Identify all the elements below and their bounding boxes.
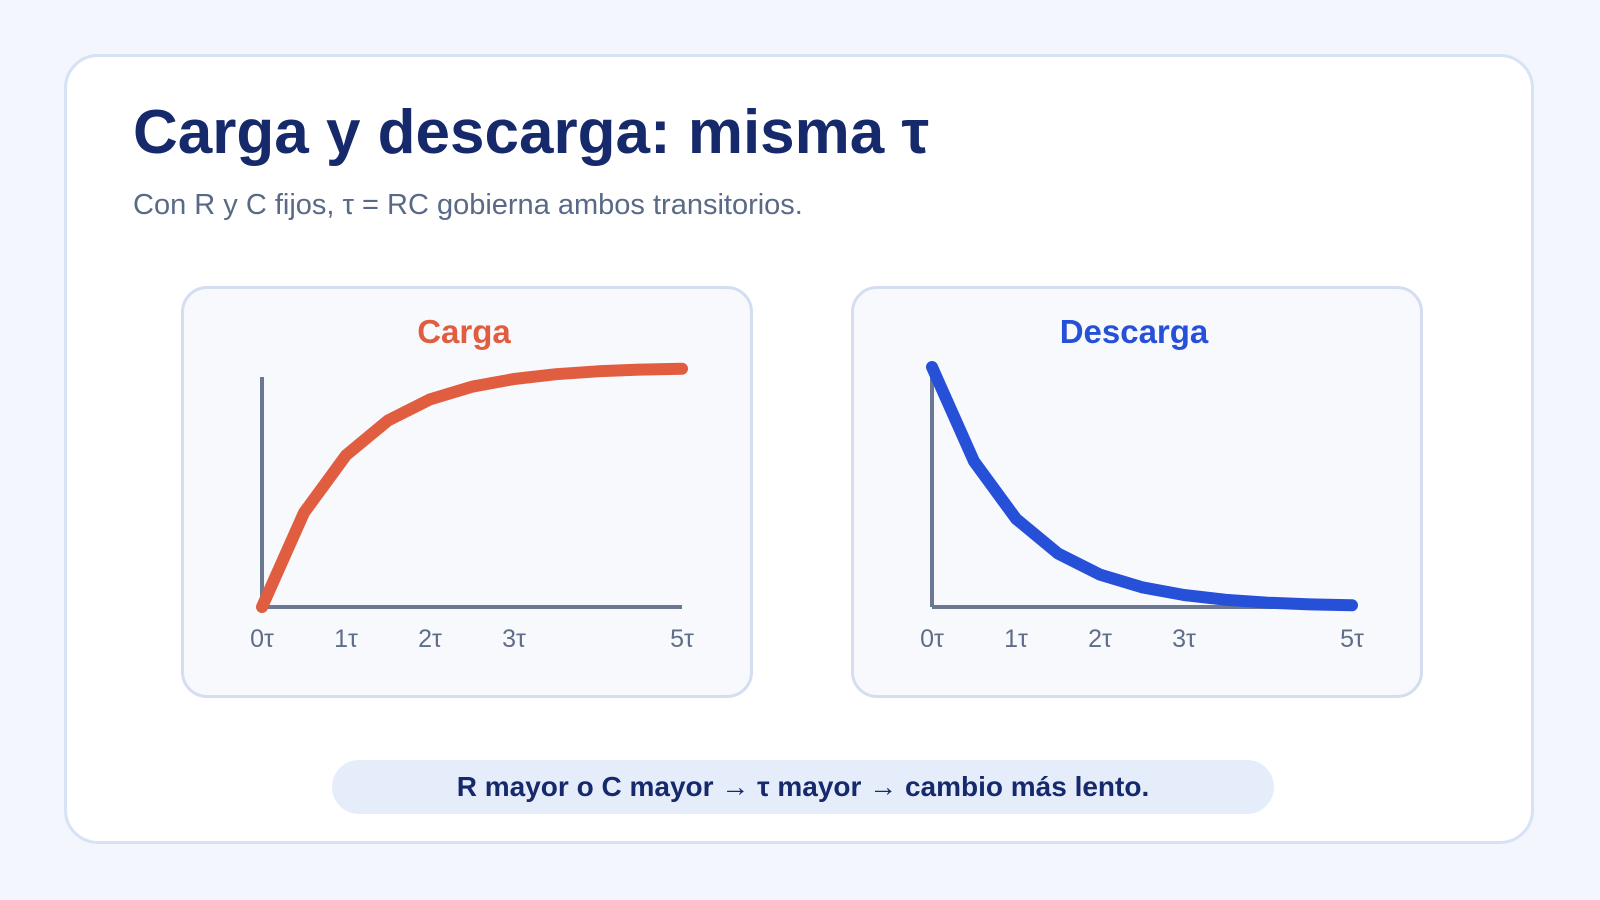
charge-x-tick-label: 5τ: [670, 625, 694, 653]
discharge-x-tick-label: 2τ: [1088, 625, 1112, 653]
page-subtitle: Con R y C fijos, τ = RC gobierna ambos t…: [133, 189, 803, 221]
charge-x-tick-label: 1τ: [334, 625, 358, 653]
page-title: Carga y descarga: misma τ: [133, 98, 930, 167]
discharge-tick-labels: 0τ 1τ 2τ 3τ 5τ: [920, 625, 1364, 653]
charge-chart-panel: Carga 0τ 1τ 2τ 3τ 5τ: [181, 286, 753, 698]
discharge-x-tick-label: 3τ: [1172, 625, 1196, 653]
discharge-chart-title: Descarga: [1060, 313, 1209, 350]
discharge-x-tick-label: 1τ: [1004, 625, 1028, 653]
discharge-x-tick-label: 5τ: [1340, 625, 1364, 653]
tau-note-banner: R mayor o C mayor → τ mayor → cambio más…: [332, 760, 1274, 814]
charge-tick-labels: 0τ 1τ 2τ 3τ 5τ: [250, 625, 694, 653]
discharge-curve: [926, 361, 1358, 612]
charge-x-tick-label: 0τ: [250, 625, 274, 653]
charge-x-tick-label: 2τ: [418, 625, 442, 653]
discharge-x-tick-label: 0τ: [920, 625, 944, 653]
discharge-chart-panel: Descarga 0τ 1τ 2τ 3τ 5τ: [851, 286, 1423, 698]
charge-chart-title: Carga: [417, 313, 511, 350]
charge-x-tick-label: 3τ: [502, 625, 526, 653]
charge-chart: Carga 0τ 1τ 2τ 3τ 5τ: [250, 313, 694, 653]
charge-curve: [256, 362, 688, 613]
discharge-chart: Descarga 0τ 1τ 2τ 3τ 5τ: [920, 313, 1364, 653]
slide-card: Carga y descarga: misma τ Con R y C fijo…: [64, 54, 1534, 844]
